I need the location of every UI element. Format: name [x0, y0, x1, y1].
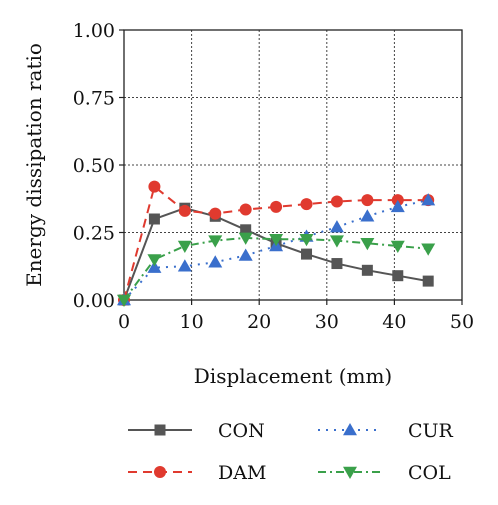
series-line-con — [123, 207, 429, 301]
data-point-dam — [330, 195, 343, 208]
legend-marker-col — [343, 466, 357, 479]
data-point-cur — [238, 248, 253, 261]
legend-marker-cur — [343, 423, 357, 436]
legend-item-con: CON — [128, 420, 265, 442]
data-point-cur — [421, 193, 436, 206]
data-point-con — [331, 258, 343, 270]
data-point-col — [299, 234, 314, 247]
x-tick-label: 30 — [315, 311, 339, 333]
data-point-dam — [148, 180, 161, 193]
data-point-con — [148, 213, 160, 225]
legend-label-col: COL — [408, 462, 451, 484]
y-tick-label: 1.00 — [73, 20, 115, 42]
data-point-col — [238, 232, 253, 245]
data-point-cur — [329, 220, 344, 233]
data-point-con — [301, 248, 313, 260]
x-tick-label: 40 — [382, 311, 406, 333]
data-point-col — [208, 235, 223, 248]
y-tick-label: 0.50 — [73, 155, 115, 177]
data-point-cur — [360, 209, 375, 222]
data-point-col — [117, 294, 131, 307]
legend-marker-con — [154, 424, 166, 436]
series-col — [117, 232, 436, 307]
x-tick-label: 10 — [180, 311, 204, 333]
data-point-col — [390, 240, 405, 253]
data-point-col — [177, 240, 192, 253]
data-point-cur — [177, 259, 192, 272]
data-point-cur — [208, 255, 223, 268]
data-point-cur — [390, 199, 405, 213]
data-point-con — [422, 275, 434, 287]
legend: CON DAM CUR COL — [128, 420, 454, 484]
legend-label-con: CON — [218, 420, 265, 442]
legend-label-dam: DAM — [218, 462, 266, 484]
legend-label-cur: CUR — [408, 420, 454, 442]
x-tick-label: 0 — [118, 311, 130, 333]
data-point-col — [421, 243, 436, 256]
y-tick-label: 0.25 — [73, 223, 115, 245]
legend-item-cur: CUR — [318, 420, 454, 442]
legend-marker-dam — [154, 466, 166, 478]
data-point-dam — [239, 203, 252, 216]
tick-labels: 0 10 20 30 40 50 0.00 0.25 0.50 0.75 1.00 — [73, 20, 474, 333]
y-tick-label: 0.75 — [73, 88, 115, 110]
data-point-dam — [300, 198, 313, 211]
data-point-dam — [270, 200, 283, 213]
data-point-dam — [361, 194, 374, 207]
data-point-col — [269, 234, 284, 247]
legend-item-col: COL — [318, 462, 451, 484]
x-tick-label: 50 — [450, 311, 474, 333]
axes — [119, 29, 463, 305]
data-point-col — [147, 254, 162, 267]
data-point-cur — [147, 260, 162, 273]
y-tick-label: 0.00 — [73, 290, 115, 312]
data-point-dam — [209, 207, 222, 220]
series — [117, 180, 436, 307]
legend-item-dam: DAM — [128, 462, 266, 484]
data-point-con — [361, 264, 373, 276]
data-point-dam — [178, 204, 191, 217]
x-tick-label: 20 — [247, 311, 271, 333]
data-point-con — [392, 270, 404, 282]
data-point-col — [360, 238, 375, 251]
data-point-col — [329, 235, 344, 248]
y-axis-title: Energy dissipation ratio — [22, 43, 46, 287]
grid — [124, 30, 462, 300]
x-axis-title: Displacement (mm) — [194, 364, 392, 388]
data-point-con — [240, 224, 252, 236]
series-con — [118, 202, 434, 306]
